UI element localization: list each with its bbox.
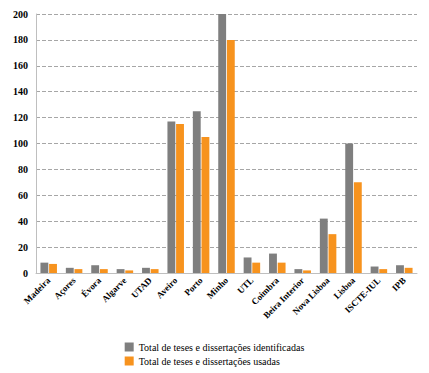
- svg-text:Minho: Minho: [205, 275, 230, 300]
- svg-text:180: 180: [13, 34, 28, 45]
- svg-text:100: 100: [13, 138, 28, 149]
- svg-text:140: 140: [13, 86, 28, 97]
- svg-text:Évora: Évora: [79, 275, 103, 299]
- svg-text:Total de teses e dissertações: Total de teses e dissertações identifica…: [139, 342, 305, 353]
- svg-text:Nova Lisboa: Nova Lisboa: [290, 275, 331, 316]
- svg-text:Porto: Porto: [182, 275, 205, 298]
- svg-text:Açores: Açores: [52, 275, 78, 301]
- svg-text:Lisboa: Lisboa: [331, 275, 357, 301]
- svg-text:160: 160: [13, 60, 28, 71]
- svg-text:Aveiro: Aveiro: [154, 275, 179, 300]
- svg-text:Madeira: Madeira: [22, 275, 53, 306]
- svg-text:Algarve: Algarve: [100, 275, 129, 304]
- svg-text:IPB: IPB: [390, 275, 408, 293]
- svg-text:ISCTE-IUL: ISCTE-IUL: [343, 275, 383, 315]
- svg-text:20: 20: [18, 242, 28, 253]
- svg-text:80: 80: [18, 164, 28, 175]
- svg-text:60: 60: [18, 190, 28, 201]
- svg-text:UTL: UTL: [235, 275, 255, 295]
- svg-text:40: 40: [18, 216, 28, 227]
- svg-text:120: 120: [13, 112, 28, 123]
- svg-text:Beira Interior: Beira Interior: [261, 275, 307, 321]
- svg-text:Coimbra: Coimbra: [249, 275, 281, 307]
- svg-text:Total de teses e dissertações: Total de teses e dissertações usadas: [139, 356, 280, 367]
- svg-text:0: 0: [23, 268, 28, 279]
- svg-text:200: 200: [13, 9, 28, 20]
- svg-text:UTAD: UTAD: [129, 275, 154, 300]
